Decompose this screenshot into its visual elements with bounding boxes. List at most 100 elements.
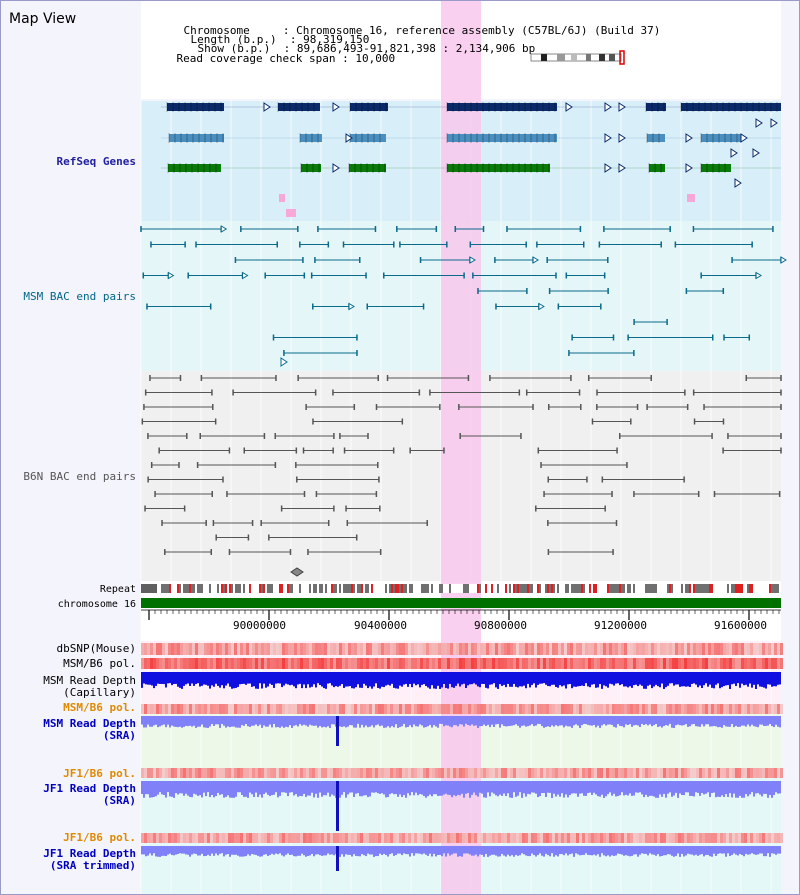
read-depth-bar [563, 846, 565, 856]
read-depth-bar [767, 846, 769, 854]
read-depth-bar [227, 846, 229, 854]
read-depth-bar [287, 781, 289, 797]
read-depth-bar [363, 672, 365, 684]
polymorphism-mark [372, 643, 375, 655]
read-depth-bar [653, 672, 655, 687]
repeat-mark [163, 584, 165, 593]
polymorphism-mark [285, 833, 288, 843]
polymorphism-mark [195, 833, 198, 843]
read-depth-bar [289, 846, 291, 855]
read-depth-bar [399, 846, 401, 854]
polymorphism-mark [249, 658, 252, 669]
read-depth-bar [775, 672, 777, 687]
polymorphism-mark [387, 768, 390, 778]
polymorphism-mark [687, 658, 690, 669]
read-depth-bar [391, 781, 393, 794]
polymorphism-mark [780, 833, 783, 843]
polymorphism-mark [267, 704, 270, 714]
repeat-mark [719, 584, 721, 593]
repeat-mark [671, 584, 673, 593]
polymorphism-mark [324, 643, 327, 655]
read-depth-bar [553, 846, 555, 857]
read-depth-bar [693, 781, 695, 797]
repeat-mark [537, 584, 539, 593]
polymorphism-mark [747, 833, 750, 843]
read-depth-bar [245, 846, 247, 857]
read-depth-bar [469, 716, 471, 726]
polymorphism-mark [435, 643, 438, 655]
read-depth-bar [639, 781, 641, 793]
polymorphism-mark [684, 704, 687, 714]
read-depth-bar [501, 672, 503, 686]
repeat-mark [507, 584, 509, 593]
polymorphism-mark [645, 658, 648, 669]
repeat-mark [761, 584, 763, 593]
repeat-mark [497, 584, 499, 593]
read-depth-bar [633, 672, 635, 686]
read-depth-bar [163, 781, 165, 795]
read-depth-bar [567, 846, 569, 856]
read-depth-bar [357, 716, 359, 724]
read-depth-bar [429, 781, 431, 795]
read-depth-bar [189, 781, 191, 797]
read-depth-bar [507, 781, 509, 794]
repeat-mark [455, 584, 457, 593]
read-depth-bar [203, 846, 205, 857]
read-depth-bar [441, 781, 443, 796]
read-depth-bar [209, 672, 211, 689]
read-depth-bar [239, 846, 241, 857]
repeat-mark [705, 584, 707, 593]
polymorphism-mark [342, 643, 345, 655]
read-depth-bar [485, 716, 487, 726]
read-depth-bar [577, 716, 579, 726]
polymorphism-mark [180, 643, 183, 655]
read-depth-bar [431, 716, 433, 728]
polymorphism-mark [381, 704, 384, 714]
read-depth-bar [169, 846, 171, 854]
read-depth-bar [609, 672, 611, 684]
polymorphism-mark [417, 643, 420, 655]
read-depth-bar [529, 846, 531, 857]
polymorphism-mark [705, 643, 708, 655]
polymorphism-mark [288, 704, 291, 714]
read-depth-bar [651, 846, 653, 855]
polymorphism-mark [750, 704, 753, 714]
read-depth-bar [733, 672, 735, 684]
polymorphism-mark [672, 833, 675, 843]
polymorphism-mark [381, 658, 384, 669]
polymorphism-mark [525, 643, 528, 655]
polymorphism-mark [597, 768, 600, 778]
polymorphism-mark [552, 768, 555, 778]
read-depth-bar [585, 846, 587, 854]
read-depth-bar [183, 672, 185, 686]
repeat-mark [233, 584, 235, 593]
polymorphism-mark [177, 833, 180, 843]
repeat-mark [491, 584, 493, 593]
read-depth-bar [465, 672, 467, 688]
read-depth-bar [729, 781, 731, 794]
read-depth-bar [695, 672, 697, 685]
polymorphism-mark [255, 643, 258, 655]
read-depth-bar [561, 781, 563, 794]
polymorphism-mark [555, 833, 558, 843]
read-depth-bar [559, 781, 561, 797]
read-depth-bar [253, 781, 255, 797]
read-depth-bar [637, 846, 639, 857]
read-depth-bar [521, 846, 523, 854]
read-depth-bar [757, 781, 759, 794]
read-depth-bar [153, 846, 155, 854]
read-depth-bar [289, 781, 291, 793]
polymorphism-mark [363, 833, 366, 843]
read-depth-bar [725, 781, 727, 795]
read-depth-bar [547, 672, 549, 687]
repeat-mark [611, 584, 613, 593]
read-depth-bar [333, 716, 335, 725]
read-depth-bar [727, 781, 729, 797]
read-depth-bar [285, 716, 287, 727]
read-depth-bar [265, 716, 267, 727]
ideogram-position-marker [619, 50, 625, 65]
polymorphism-mark [768, 768, 771, 778]
read-depth-bar [273, 846, 275, 855]
read-depth-bar [579, 781, 581, 794]
